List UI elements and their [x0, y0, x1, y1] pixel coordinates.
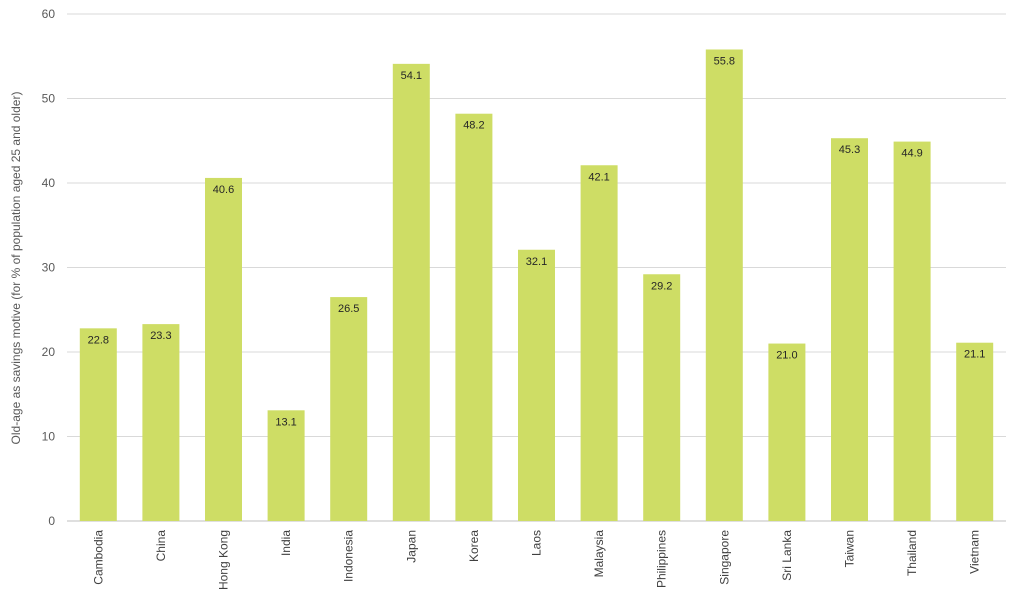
- x-tick-label: Hong Kong: [217, 530, 231, 590]
- x-tick-label: Laos: [530, 530, 544, 556]
- x-axis-ticks: Cambodia China Hong Kong India Indonesia Japa…: [91, 530, 981, 590]
- bar-vietnam: [956, 342, 994, 521]
- y-tick-label: 10: [42, 430, 56, 444]
- data-labels: 22.8 23.3 40.6 13.1 26.5 54.1 48.2 32.1 42.1 29.2…: [88, 55, 986, 428]
- bar-hong-kong: [205, 177, 242, 521]
- data-label: 21.0: [776, 350, 797, 362]
- y-tick-label: 50: [42, 92, 56, 106]
- data-label: 26.5: [338, 303, 359, 315]
- x-tick-label: Japan: [404, 530, 418, 563]
- bar-philippines: [643, 274, 681, 521]
- x-tick-label: Thailand: [905, 530, 919, 576]
- x-tick-label: Indonesia: [342, 530, 356, 582]
- data-label: 55.8: [714, 55, 735, 67]
- bars: [79, 49, 994, 522]
- data-label: 40.6: [213, 184, 234, 196]
- bar-korea: [455, 113, 493, 522]
- x-tick-label: Korea: [467, 530, 481, 562]
- data-label: 32.1: [526, 256, 547, 268]
- x-tick-label: Cambodia: [91, 530, 105, 585]
- data-label: 48.2: [463, 120, 484, 132]
- x-tick-label: Malaysia: [592, 530, 606, 578]
- x-tick-label: Sri Lanka: [780, 530, 794, 581]
- y-axis-title: Old-age as savings motive (for % of popu…: [9, 92, 23, 445]
- x-tick-label: Philippines: [655, 530, 669, 588]
- bar-singapore: [705, 49, 743, 522]
- bar-japan: [392, 63, 430, 521]
- y-axis-ticks: 0 10 20 30 40 50 60: [42, 7, 56, 528]
- y-tick-label: 20: [42, 345, 56, 359]
- y-tick-label: 30: [42, 261, 56, 275]
- bar-sri-lanka: [768, 343, 806, 521]
- bar-indonesia: [330, 297, 368, 521]
- data-label: 42.1: [588, 171, 609, 183]
- data-label: 22.8: [88, 334, 109, 346]
- data-label: 21.1: [964, 349, 985, 361]
- x-tick-label: Vietnam: [968, 530, 982, 574]
- data-label: 54.1: [401, 70, 422, 82]
- y-tick-label: 0: [48, 514, 55, 528]
- bar-thailand: [893, 141, 931, 521]
- bar-cambodia: [79, 328, 117, 521]
- data-label: 29.2: [651, 280, 672, 292]
- x-tick-label: Singapore: [717, 530, 731, 585]
- bar-laos: [518, 249, 555, 521]
- x-tick-label: Taiwan: [843, 530, 857, 567]
- data-label: 23.3: [150, 330, 171, 342]
- data-label: 45.3: [839, 144, 860, 156]
- x-tick-label: India: [279, 530, 293, 556]
- bar-india: [267, 410, 305, 521]
- bar-taiwan: [831, 138, 868, 521]
- x-tick-label: China: [154, 530, 168, 562]
- y-tick-label: 40: [42, 176, 56, 190]
- bar-malaysia: [580, 165, 618, 521]
- data-label: 44.9: [901, 148, 922, 160]
- y-tick-label: 60: [42, 7, 56, 21]
- data-label: 13.1: [275, 416, 296, 428]
- bar-china: [142, 324, 180, 521]
